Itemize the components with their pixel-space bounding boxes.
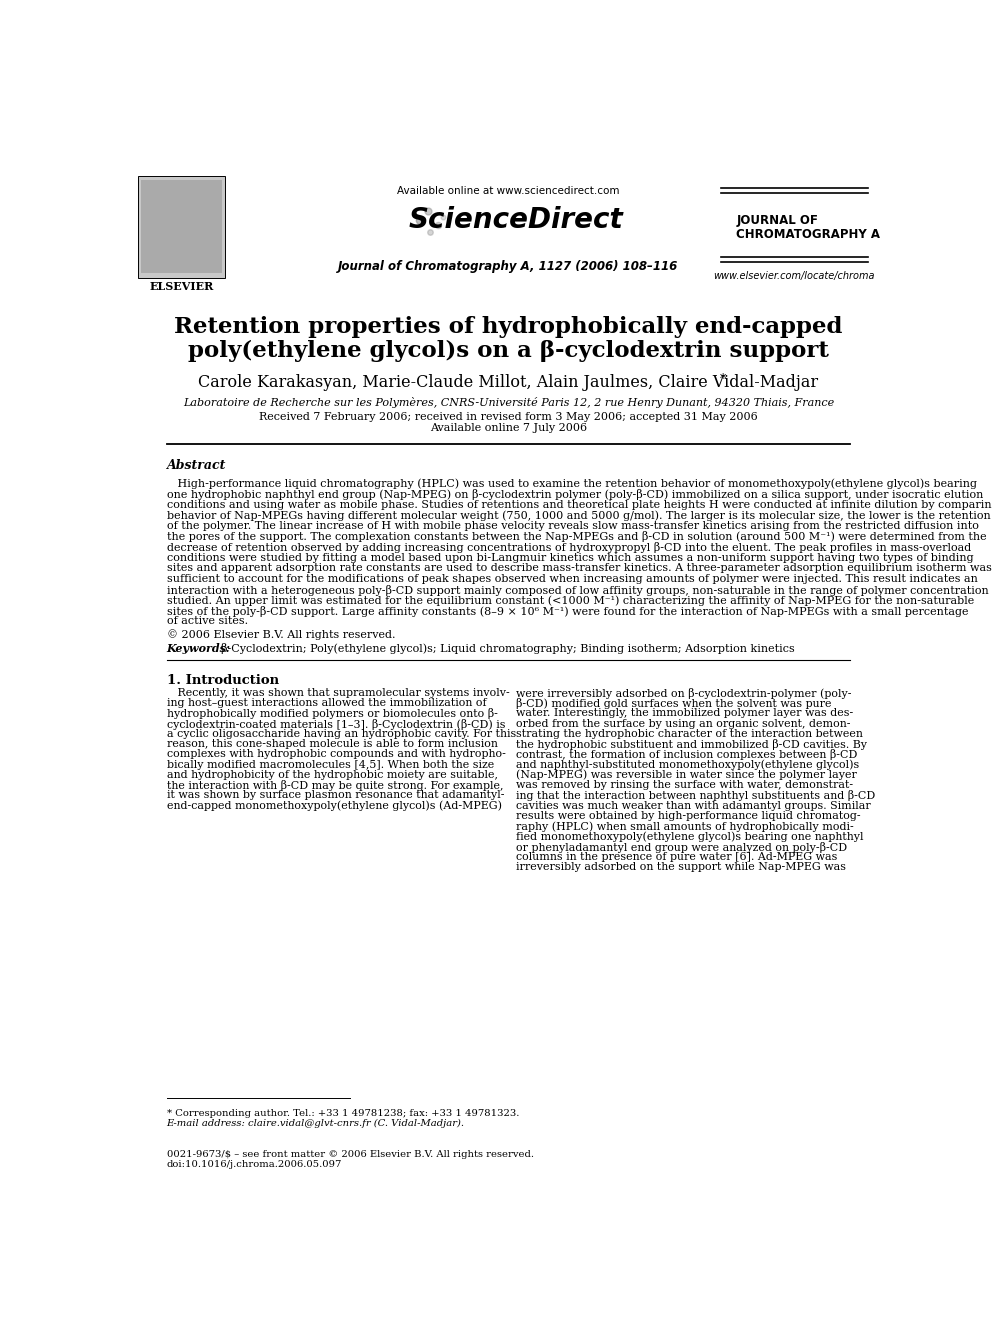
Text: interaction with a heterogeneous poly-β-CD support mainly composed of low affini: interaction with a heterogeneous poly-β-… xyxy=(167,585,988,595)
Text: Journal of Chromatography A, 1127 (2006) 108–116: Journal of Chromatography A, 1127 (2006)… xyxy=(338,261,679,273)
Text: sites and apparent adsorption rate constants are used to describe mass-transfer : sites and apparent adsorption rate const… xyxy=(167,564,991,573)
Text: 1. Introduction: 1. Introduction xyxy=(167,673,279,687)
Text: studied. An upper limit was estimated for the equilibrium constant (<1000 M⁻¹) c: studied. An upper limit was estimated fo… xyxy=(167,595,974,606)
Text: β-Cyclodextrin; Poly(ethylene glycol)s; Liquid chromatography; Binding isotherm;: β-Cyclodextrin; Poly(ethylene glycol)s; … xyxy=(214,643,795,655)
Text: complexes with hydrophobic compounds and with hydropho-: complexes with hydrophobic compounds and… xyxy=(167,749,506,759)
Text: a cyclic oligosaccharide having an hydrophobic cavity. For this: a cyclic oligosaccharide having an hydro… xyxy=(167,729,516,738)
Text: hydrophobically modified polymers or biomolecules onto β-: hydrophobically modified polymers or bio… xyxy=(167,708,498,720)
Text: High-performance liquid chromatography (HPLC) was used to examine the retention : High-performance liquid chromatography (… xyxy=(167,479,977,490)
Text: results were obtained by high-performance liquid chromatog-: results were obtained by high-performanc… xyxy=(516,811,861,820)
Text: were irreversibly adsorbed on β-cyclodextrin-polymer (poly-: were irreversibly adsorbed on β-cyclodex… xyxy=(516,688,852,699)
Text: Keywords:: Keywords: xyxy=(167,643,230,655)
Text: and hydrophobicity of the hydrophobic moiety are suitable,: and hydrophobicity of the hydrophobic mo… xyxy=(167,770,498,779)
Text: Abstract: Abstract xyxy=(167,459,226,472)
Text: was removed by rinsing the surface with water, demonstrat-: was removed by rinsing the surface with … xyxy=(516,781,853,790)
Text: Laboratoire de Recherche sur les Polymères, CNRS-Université Paris 12, 2 rue Henr: Laboratoire de Recherche sur les Polymèr… xyxy=(183,397,834,407)
Text: Carole Karakasyan, Marie-Claude Millot, Alain Jaulmes, Claire Vidal-Madjar: Carole Karakasyan, Marie-Claude Millot, … xyxy=(198,373,818,390)
Text: poly(ethylene glycol)s on a β-cyclodextrin support: poly(ethylene glycol)s on a β-cyclodextr… xyxy=(187,340,829,363)
Text: β-CD) modified gold surfaces when the solvent was pure: β-CD) modified gold surfaces when the so… xyxy=(516,699,831,709)
Text: Received 7 February 2006; received in revised form 3 May 2006; accepted 31 May 2: Received 7 February 2006; received in re… xyxy=(259,413,758,422)
Text: orbed from the surface by using an organic solvent, demon-: orbed from the surface by using an organ… xyxy=(516,718,851,729)
Text: *: * xyxy=(720,373,726,386)
Text: bically modified macromolecules [4,5]. When both the size: bically modified macromolecules [4,5]. W… xyxy=(167,759,494,770)
Text: columns in the presence of pure water [6]. Ad-MPEG was: columns in the presence of pure water [6… xyxy=(516,852,837,861)
Bar xyxy=(124,159,893,291)
Text: sites of the poly-β-CD support. Large affinity constants (8–9 × 10⁶ M⁻¹) were fo: sites of the poly-β-CD support. Large af… xyxy=(167,606,968,617)
Text: or phenyladamantyl end group were analyzed on poly-β-CD: or phenyladamantyl end group were analyz… xyxy=(516,841,847,852)
Text: E-mail address: claire.vidal@glvt-cnrs.fr (C. Vidal-Madjar).: E-mail address: claire.vidal@glvt-cnrs.f… xyxy=(167,1119,464,1129)
Text: www.elsevier.com/locate/chroma: www.elsevier.com/locate/chroma xyxy=(713,271,875,280)
Text: of active sites.: of active sites. xyxy=(167,617,248,627)
Text: conditions and using water as mobile phase. Studies of retentions and theoretica: conditions and using water as mobile pha… xyxy=(167,500,992,509)
Text: the hydrophobic substituent and immobilized β-CD cavities. By: the hydrophobic substituent and immobili… xyxy=(516,740,867,750)
Text: cavities was much weaker than with adamantyl groups. Similar: cavities was much weaker than with adama… xyxy=(516,800,871,811)
Text: one hydrophobic naphthyl end group (Nap-MPEG) on β-cyclodextrin polymer (poly-β-: one hydrophobic naphthyl end group (Nap-… xyxy=(167,490,983,500)
Text: decrease of retention observed by adding increasing concentrations of hydroxypro: decrease of retention observed by adding… xyxy=(167,542,971,553)
Text: (Nap-MPEG) was reversible in water since the polymer layer: (Nap-MPEG) was reversible in water since… xyxy=(516,770,857,781)
Text: behavior of Nap-MPEGs having different molecular weight (750, 1000 and 5000 g/mo: behavior of Nap-MPEGs having different m… xyxy=(167,511,990,521)
Text: irreversibly adsorbed on the support while Nap-MPEG was: irreversibly adsorbed on the support whi… xyxy=(516,863,846,872)
Text: conditions were studied by fitting a model based upon bi-Langmuir kinetics which: conditions were studied by fitting a mod… xyxy=(167,553,973,562)
Text: the interaction with β-CD may be quite strong. For example,: the interaction with β-CD may be quite s… xyxy=(167,781,503,791)
Text: ELSEVIER: ELSEVIER xyxy=(149,280,213,292)
Text: sufficient to account for the modifications of peak shapes observed when increas: sufficient to account for the modificati… xyxy=(167,574,977,583)
Text: strating the hydrophobic character of the interaction between: strating the hydrophobic character of th… xyxy=(516,729,863,738)
Text: contrast, the formation of inclusion complexes between β-CD: contrast, the formation of inclusion com… xyxy=(516,749,857,761)
Text: Retention properties of hydrophobically end-capped: Retention properties of hydrophobically … xyxy=(175,316,842,337)
Text: raphy (HPLC) when small amounts of hydrophobically modi-: raphy (HPLC) when small amounts of hydro… xyxy=(516,822,854,832)
Text: ing that the interaction between naphthyl substituents and β-CD: ing that the interaction between naphthy… xyxy=(516,790,875,802)
Text: © 2006 Elsevier B.V. All rights reserved.: © 2006 Elsevier B.V. All rights reserved… xyxy=(167,630,395,640)
Text: ScienceDirect: ScienceDirect xyxy=(409,206,623,234)
Text: doi:10.1016/j.chroma.2006.05.097: doi:10.1016/j.chroma.2006.05.097 xyxy=(167,1160,342,1168)
Text: reason, this cone-shaped molecule is able to form inclusion: reason, this cone-shaped molecule is abl… xyxy=(167,740,498,749)
Text: ing host–guest interactions allowed the immobilization of: ing host–guest interactions allowed the … xyxy=(167,699,486,708)
Text: JOURNAL OF: JOURNAL OF xyxy=(736,214,818,226)
Text: Recently, it was shown that supramolecular systems involv-: Recently, it was shown that supramolecul… xyxy=(167,688,509,699)
Bar xyxy=(138,176,225,278)
Bar xyxy=(141,180,221,273)
Text: of the polymer. The linear increase of H with mobile phase velocity reveals slow: of the polymer. The linear increase of H… xyxy=(167,521,978,531)
Text: end-capped monomethoxypoly(ethylene glycol)s (Ad-MPEG): end-capped monomethoxypoly(ethylene glyc… xyxy=(167,800,502,811)
Text: CHROMATOGRAPHY A: CHROMATOGRAPHY A xyxy=(736,228,880,241)
Text: water. Interestingly, the immobilized polymer layer was des-: water. Interestingly, the immobilized po… xyxy=(516,708,853,718)
Text: cyclodextrin-coated materials [1–3]. β-Cyclodextrin (β-CD) is: cyclodextrin-coated materials [1–3]. β-C… xyxy=(167,718,505,729)
Text: fied monomethoxypoly(ethylene glycol)s bearing one naphthyl: fied monomethoxypoly(ethylene glycol)s b… xyxy=(516,831,864,841)
Text: * Corresponding author. Tel.: +33 1 49781238; fax: +33 1 49781323.: * Corresponding author. Tel.: +33 1 4978… xyxy=(167,1109,519,1118)
Text: Available online at www.sciencedirect.com: Available online at www.sciencedirect.co… xyxy=(397,187,620,196)
Text: Available online 7 July 2006: Available online 7 July 2006 xyxy=(430,423,587,433)
Text: it was shown by surface plasmon resonance that adamantyl-: it was shown by surface plasmon resonanc… xyxy=(167,790,504,800)
Text: the pores of the support. The complexation constants between the Nap-MPEGs and β: the pores of the support. The complexati… xyxy=(167,532,986,542)
Text: 0021-9673/$ – see front matter © 2006 Elsevier B.V. All rights reserved.: 0021-9673/$ – see front matter © 2006 El… xyxy=(167,1150,534,1159)
Text: and naphthyl-substituted monomethoxypoly(ethylene glycol)s: and naphthyl-substituted monomethoxypoly… xyxy=(516,759,859,770)
